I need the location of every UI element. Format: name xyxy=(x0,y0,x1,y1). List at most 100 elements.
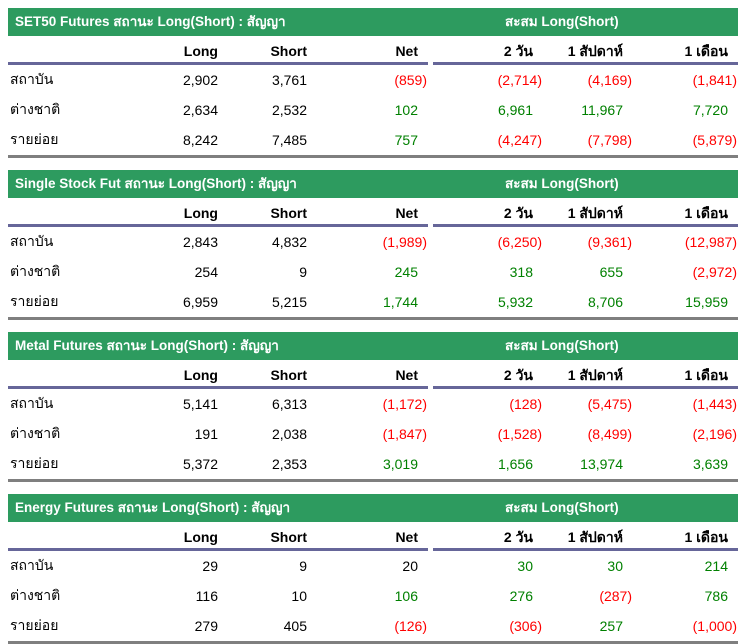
value-text: (2,972) xyxy=(692,264,737,280)
value-cell-1week: 30 xyxy=(543,550,633,582)
value-cell-1week: (9,361) xyxy=(543,226,633,258)
row-label: สถาบัน xyxy=(10,395,54,411)
value-text: 191 xyxy=(194,426,218,442)
value-text: 655 xyxy=(599,264,623,280)
value-text: 30 xyxy=(607,558,623,574)
value-cell-1month: (2,196) xyxy=(633,419,738,449)
value-text: (2,196) xyxy=(692,426,737,442)
cumulative-title: สะสม Long(Short) xyxy=(505,500,619,515)
value-cell-1month: (1,443) xyxy=(633,388,738,420)
value-text: (306) xyxy=(509,618,542,634)
value-text: 3,761 xyxy=(271,72,307,88)
value-cell-1month: 3,639 xyxy=(633,449,738,481)
table-row: รายย่อย 5,372 2,353 3,019 1,656 13,974 3,639 xyxy=(8,449,738,481)
value-cell-short: 5,215 xyxy=(228,287,317,319)
row-label: ต่างชาติ xyxy=(10,425,61,441)
col-header-1week: 1 สัปดาห์ xyxy=(543,360,633,389)
row-label: รายย่อย xyxy=(10,455,59,471)
value-text: 2,038 xyxy=(271,426,307,442)
value-cell-short: 7,485 xyxy=(228,125,317,157)
table-title-bar: Energy Futures สถานะ Long(Short) : สัญญา… xyxy=(8,494,738,522)
value-text: 3,019 xyxy=(382,456,418,472)
col-header-1month: 1 เดือน xyxy=(633,198,738,227)
value-cell-long: 29 xyxy=(152,550,228,582)
value-cell-1month: (12,987) xyxy=(633,226,738,258)
value-text: 405 xyxy=(283,618,307,634)
value-cell-net: 106 xyxy=(317,581,428,611)
positions-table: Long Short Net 2 วัน 1 สัปดาห์ 1 เดือน สถาบัน 2… xyxy=(8,522,738,644)
value-text: 257 xyxy=(599,618,623,634)
value-cell-1week: 8,706 xyxy=(543,287,633,319)
value-cell-1week: (287) xyxy=(543,581,633,611)
value-text: (128) xyxy=(509,396,542,412)
value-text: 9 xyxy=(299,558,307,574)
value-text: (1,172) xyxy=(382,396,427,412)
value-text: (12,987) xyxy=(684,234,737,250)
row-label-header xyxy=(8,360,152,389)
value-cell-net: 1,744 xyxy=(317,287,428,319)
value-cell-1week: 655 xyxy=(543,257,633,287)
value-text: (1,443) xyxy=(692,396,737,412)
value-text: 116 xyxy=(195,588,218,604)
col-header-1month: 1 เดือน xyxy=(633,360,738,389)
value-cell-2day: 30 xyxy=(433,550,543,582)
value-cell-2day: 6,961 xyxy=(433,95,543,125)
value-text: 29 xyxy=(202,558,218,574)
row-label: ต่างชาติ xyxy=(10,263,61,279)
value-cell-1week: (5,475) xyxy=(543,388,633,420)
col-header-long: Long xyxy=(152,198,228,227)
value-text: (859) xyxy=(394,72,427,88)
table-row: ต่างชาติ 116 10 106 276 (287) 786 xyxy=(8,581,738,611)
col-header-net: Net xyxy=(317,198,428,227)
cumulative-title: สะสม Long(Short) xyxy=(505,176,619,191)
value-cell-1month: (5,879) xyxy=(633,125,738,157)
value-cell-1week: (7,798) xyxy=(543,125,633,157)
value-text: 6,961 xyxy=(497,102,533,118)
value-text: 4,832 xyxy=(271,234,307,250)
value-cell-long: 191 xyxy=(152,419,228,449)
col-header-long: Long xyxy=(152,522,228,551)
row-label: สถาบัน xyxy=(10,71,54,87)
table-row: ต่างชาติ 191 2,038 (1,847) (1,528) (8,499) (2,… xyxy=(8,419,738,449)
col-header-short: Short xyxy=(228,360,317,389)
col-header-long: Long xyxy=(152,360,228,389)
value-cell-long: 116 xyxy=(152,581,228,611)
value-cell-long: 279 xyxy=(152,611,228,643)
col-header-2day: 2 วัน xyxy=(433,36,543,65)
value-text: 102 xyxy=(394,102,418,118)
value-cell-1month: (1,000) xyxy=(633,611,738,643)
value-cell-2day: (306) xyxy=(433,611,543,643)
value-text: 1,656 xyxy=(497,456,533,472)
cumulative-title: สะสม Long(Short) xyxy=(505,14,619,29)
row-label: รายย่อย xyxy=(10,293,59,309)
value-text: 318 xyxy=(509,264,533,280)
value-text: 30 xyxy=(517,558,533,574)
value-cell-long: 5,372 xyxy=(152,449,228,481)
value-text: (2,714) xyxy=(497,72,542,88)
value-cell-1week: 13,974 xyxy=(543,449,633,481)
table-section-single-stock: Single Stock Fut สถานะ Long(Short) : สัญ… xyxy=(8,170,738,320)
value-cell-long: 5,141 xyxy=(152,388,228,420)
col-header-net: Net xyxy=(317,36,428,65)
col-header-1month: 1 เดือน xyxy=(633,36,738,65)
value-cell-1month: 15,959 xyxy=(633,287,738,319)
value-text: 214 xyxy=(704,558,728,574)
col-header-net: Net xyxy=(317,522,428,551)
table-section-set50: SET50 Futures สถานะ Long(Short) : สัญญาส… xyxy=(8,8,738,158)
table-row: รายย่อย 6,959 5,215 1,744 5,932 8,706 15,959 xyxy=(8,287,738,319)
value-cell-short: 10 xyxy=(228,581,317,611)
value-cell-short: 9 xyxy=(228,257,317,287)
value-text: (5,879) xyxy=(692,132,737,148)
row-label: รายย่อย xyxy=(10,131,59,147)
value-text: (1,841) xyxy=(692,72,737,88)
table-row: สถาบัน 29 9 20 30 30 214 xyxy=(8,550,738,582)
value-text: (4,169) xyxy=(587,72,632,88)
column-header-row: Long Short Net 2 วัน 1 สัปดาห์ 1 เดือน xyxy=(8,198,738,227)
value-text: (9,361) xyxy=(587,234,632,250)
table-title: Energy Futures สถานะ Long(Short) : สัญญา xyxy=(15,500,291,515)
value-cell-long: 6,959 xyxy=(152,287,228,319)
value-text: (6,250) xyxy=(497,234,542,250)
value-cell-2day: (4,247) xyxy=(433,125,543,157)
value-cell-2day: (6,250) xyxy=(433,226,543,258)
